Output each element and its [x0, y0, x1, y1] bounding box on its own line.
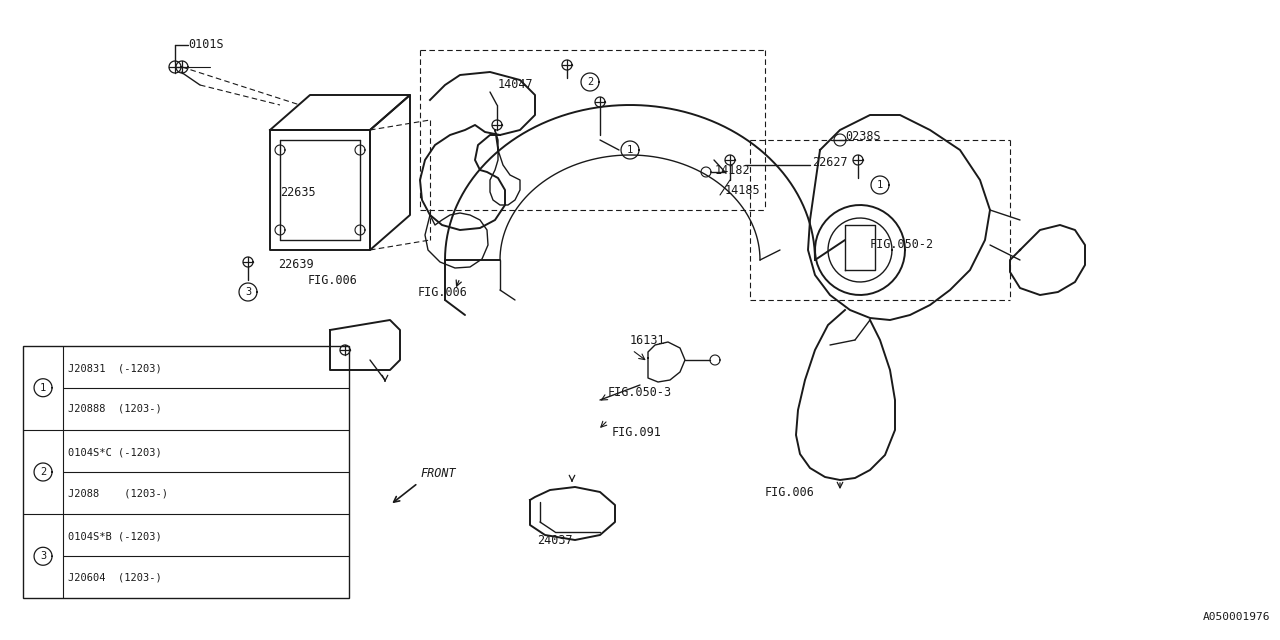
Text: 14185: 14185: [724, 184, 760, 196]
Text: 3: 3: [40, 551, 46, 561]
Text: FRONT: FRONT: [420, 467, 456, 480]
Text: 0238S: 0238S: [845, 131, 881, 143]
Text: 1: 1: [40, 383, 46, 393]
Text: 2: 2: [586, 77, 593, 87]
Text: FIG.091: FIG.091: [612, 426, 662, 438]
Text: 3: 3: [244, 287, 251, 297]
Text: FIG.050-2: FIG.050-2: [870, 239, 934, 252]
Text: FIG.006: FIG.006: [419, 285, 468, 298]
Text: 14047: 14047: [498, 77, 534, 90]
Text: 2: 2: [40, 467, 46, 477]
Text: FIG.006: FIG.006: [765, 486, 815, 499]
Text: 16131: 16131: [630, 333, 666, 346]
Text: 0104S*C (-1203): 0104S*C (-1203): [68, 447, 161, 458]
Text: 22639: 22639: [278, 259, 314, 271]
Text: 22627: 22627: [812, 156, 847, 168]
Text: 0104S*B (-1203): 0104S*B (-1203): [68, 532, 161, 542]
Text: 22635: 22635: [280, 186, 316, 198]
Text: 24037: 24037: [538, 534, 572, 547]
Text: J20831  (-1203): J20831 (-1203): [68, 364, 161, 373]
Text: J20888  (1203-): J20888 (1203-): [68, 404, 161, 414]
Text: 14182: 14182: [716, 163, 750, 177]
Text: FIG.006: FIG.006: [308, 273, 358, 287]
Text: FIG.050-3: FIG.050-3: [608, 385, 672, 399]
Text: 1: 1: [877, 180, 883, 190]
Text: 1: 1: [627, 145, 634, 155]
Text: J20604  (1203-): J20604 (1203-): [68, 572, 161, 582]
Bar: [23, 346, 349, 598]
Text: J2088    (1203-): J2088 (1203-): [68, 488, 168, 498]
Text: 0101S: 0101S: [188, 38, 224, 51]
Text: A050001976: A050001976: [1202, 612, 1270, 622]
